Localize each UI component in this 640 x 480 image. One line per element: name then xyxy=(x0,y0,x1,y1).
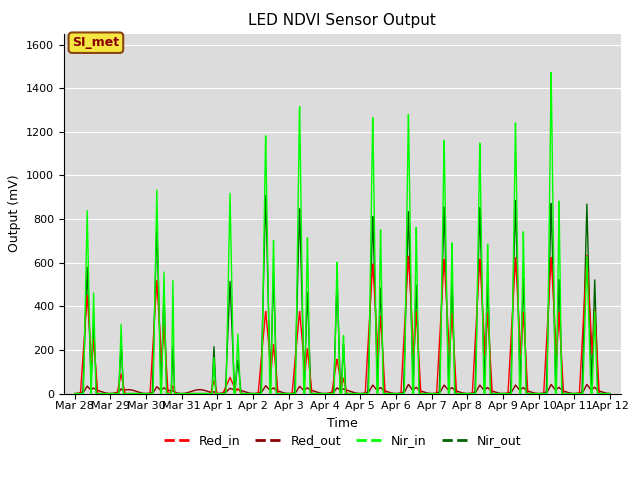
Red_in xyxy=(71,391,79,396)
Nir_in xyxy=(596,391,604,396)
Nir_out xyxy=(596,391,604,396)
Nir_in xyxy=(300,357,307,363)
Nir_out xyxy=(606,391,614,396)
Line: Nir_out: Nir_out xyxy=(75,195,610,394)
Red_out xyxy=(596,388,604,394)
Text: SI_met: SI_met xyxy=(72,36,120,49)
Red_out xyxy=(300,387,307,393)
Red_in xyxy=(596,391,604,396)
Red_in xyxy=(276,391,284,396)
Red_out xyxy=(71,391,79,396)
Red_in xyxy=(164,383,172,389)
Red_out xyxy=(164,387,172,393)
Red_out xyxy=(132,388,140,394)
Nir_in xyxy=(71,391,79,396)
Title: LED NDVI Sensor Output: LED NDVI Sensor Output xyxy=(248,13,436,28)
Red_out xyxy=(276,389,284,395)
Nir_in xyxy=(132,391,140,396)
Nir_in xyxy=(606,391,614,396)
Nir_out xyxy=(262,192,269,198)
Nir_out xyxy=(71,391,79,396)
Red_in xyxy=(606,391,614,396)
Line: Nir_in: Nir_in xyxy=(75,72,610,394)
X-axis label: Time: Time xyxy=(327,417,358,430)
Line: Red_in: Red_in xyxy=(75,255,610,394)
Nir_in xyxy=(547,69,555,75)
Nir_out xyxy=(132,391,140,396)
Line: Red_out: Red_out xyxy=(75,384,610,394)
Red_out xyxy=(538,390,546,396)
Y-axis label: Output (mV): Output (mV) xyxy=(8,175,20,252)
Red_in xyxy=(538,391,546,396)
Nir_out xyxy=(276,391,284,396)
Nir_out xyxy=(300,350,307,356)
Nir_out xyxy=(164,391,172,396)
Nir_out xyxy=(538,391,546,396)
Legend: Red_in, Red_out, Nir_in, Nir_out: Red_in, Red_out, Nir_in, Nir_out xyxy=(159,429,526,452)
Red_in xyxy=(132,391,140,396)
Nir_in xyxy=(538,391,546,396)
Red_out xyxy=(606,391,614,396)
Nir_in xyxy=(164,391,172,396)
Red_in xyxy=(300,348,307,354)
Red_out xyxy=(583,382,591,387)
Nir_in xyxy=(276,391,284,396)
Red_in xyxy=(583,252,591,258)
